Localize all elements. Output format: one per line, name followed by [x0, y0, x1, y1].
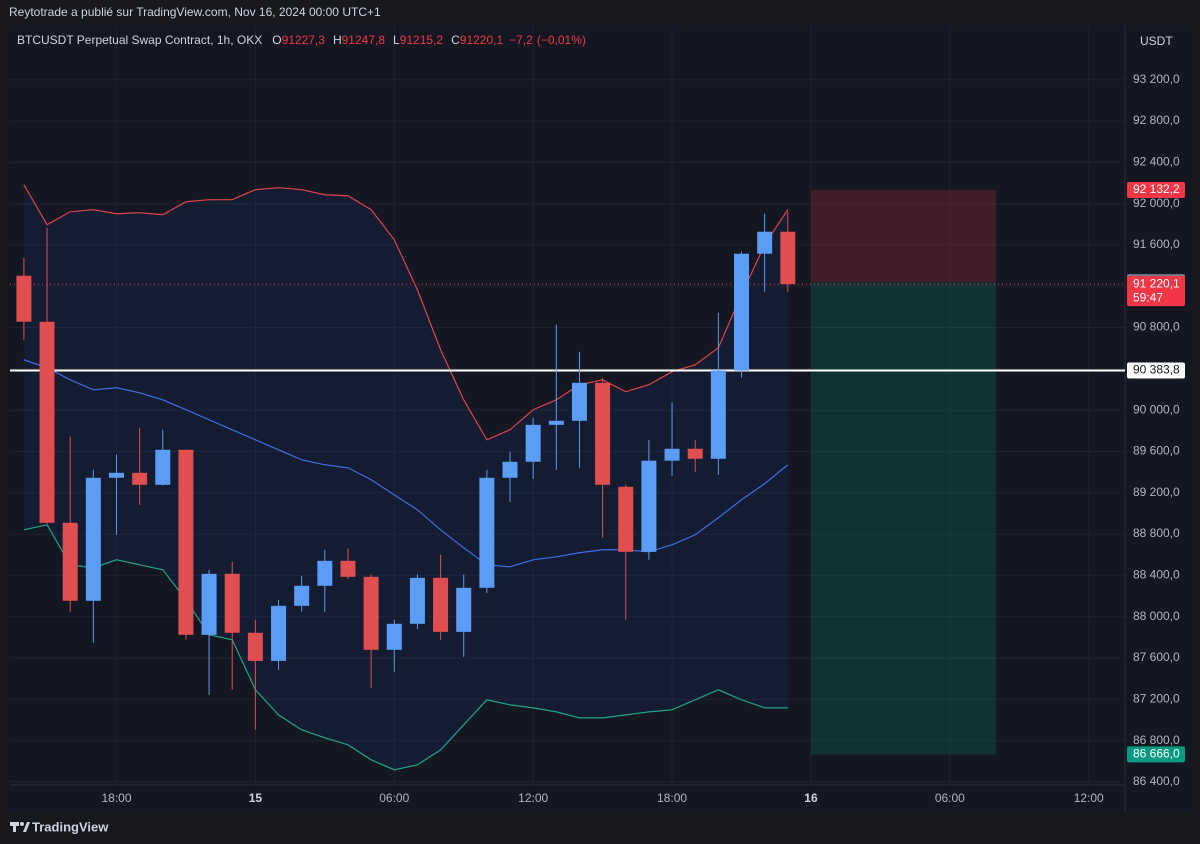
position-target-zone [810, 282, 997, 755]
price-label: 86 666,0 [1133, 747, 1180, 761]
legend-value: 91247,8 [342, 33, 386, 47]
price-label-box [1127, 181, 1185, 198]
legend-change-pct: (−0,01%) [537, 33, 586, 47]
price-label: 92 132,2 [1133, 182, 1180, 196]
x-tick-label: 18:00 [101, 791, 131, 805]
candle-body [317, 560, 333, 586]
x-tick-label: 06:00 [379, 791, 409, 805]
price-label-box [1127, 746, 1185, 763]
candle-body [363, 576, 379, 650]
y-tick-label: 92 800,0 [1133, 113, 1180, 127]
x-tick-label: 16 [804, 791, 818, 805]
legend-letter: C [451, 33, 460, 47]
candle-body [595, 382, 611, 485]
y-tick-label: 91 600,0 [1133, 237, 1180, 251]
brand: TradingView [32, 819, 109, 834]
y-tick-label: 86 400,0 [1133, 774, 1180, 788]
candle-body [525, 424, 541, 462]
candle-body [294, 585, 310, 606]
x-tick-label: 12:00 [518, 791, 548, 805]
candle-body [386, 623, 402, 650]
x-tick-label: 06:00 [935, 791, 965, 805]
candle-body [155, 449, 171, 485]
y-tick-label: 90 000,0 [1133, 402, 1180, 416]
candle-body [664, 448, 680, 461]
band-line [23, 359, 789, 568]
y-tick-label: 92 400,0 [1133, 154, 1180, 168]
candle-body [618, 486, 634, 552]
y-tick-label: 86 800,0 [1133, 733, 1180, 747]
band-line [23, 524, 788, 771]
x-tick-label: 18:00 [657, 791, 687, 805]
candle-body [641, 460, 657, 552]
candle-body [548, 420, 564, 425]
candle-body [571, 382, 587, 421]
y-tick-label: 87 600,0 [1133, 650, 1180, 664]
candle-body [271, 605, 287, 661]
position-stop-zone [810, 189, 997, 283]
legend-change: −7,2 [509, 33, 533, 47]
band-line [23, 184, 789, 441]
legend: BTCUSDT Perpetual Swap Contract, 1h, OKX… [17, 33, 586, 47]
legend-title: BTCUSDT Perpetual Swap Contract, 1h, OKX [17, 33, 262, 47]
candle-body [502, 461, 518, 478]
candle-body [479, 477, 495, 588]
x-tick-label: 15 [249, 791, 263, 805]
candle-body [178, 449, 194, 635]
candle-body [132, 472, 148, 485]
y-tick-label: 92 000,0 [1133, 196, 1180, 210]
legend-letter: L [393, 33, 400, 47]
legend-letter: O [272, 33, 281, 47]
y-tick-label: 93 200,0 [1133, 72, 1180, 86]
y-tick-label: 89 200,0 [1133, 485, 1180, 499]
candle-body [687, 448, 703, 459]
currency: USDT [1140, 34, 1173, 48]
x-tick-label: 12:00 [1074, 791, 1104, 805]
legend-value: 91215,2 [400, 33, 444, 47]
y-tick-label: 88 400,0 [1133, 568, 1180, 582]
y-tick-label: 89 600,0 [1133, 444, 1180, 458]
candle-body [16, 275, 32, 322]
price-label: 90 383,8 [1133, 363, 1180, 377]
price-label: 91 220,1 [1133, 276, 1180, 290]
price-label-box [1127, 362, 1185, 379]
countdown: 59:47 [1133, 290, 1163, 304]
candle-body [757, 231, 773, 254]
candle-body [433, 577, 449, 632]
y-tick-label: 88 000,0 [1133, 609, 1180, 623]
legend-value: 91227,3 [282, 33, 326, 47]
candle-body [247, 632, 263, 661]
candle-body [780, 231, 796, 285]
candle-body [710, 370, 726, 459]
legend-value: 91220,1 [460, 33, 504, 47]
y-tick-label: 90 800,0 [1133, 320, 1180, 334]
candle-body [62, 522, 78, 601]
y-tick-label: 87 200,0 [1133, 691, 1180, 705]
brand-logo [10, 822, 30, 832]
candle-body [456, 587, 472, 632]
legend-letter: H [333, 33, 342, 47]
y-tick-label: 88 800,0 [1133, 526, 1180, 540]
candle-body [39, 321, 55, 523]
candle-body [734, 253, 750, 371]
candle-body [108, 472, 124, 478]
candle-body [201, 573, 217, 635]
price-label-box [1127, 276, 1185, 307]
candle-body [409, 577, 425, 624]
attribution: Reytotrade a publié sur TradingView.com,… [9, 5, 381, 19]
candle-body [224, 573, 240, 633]
candle-body [85, 477, 101, 601]
candle-body [340, 560, 356, 577]
